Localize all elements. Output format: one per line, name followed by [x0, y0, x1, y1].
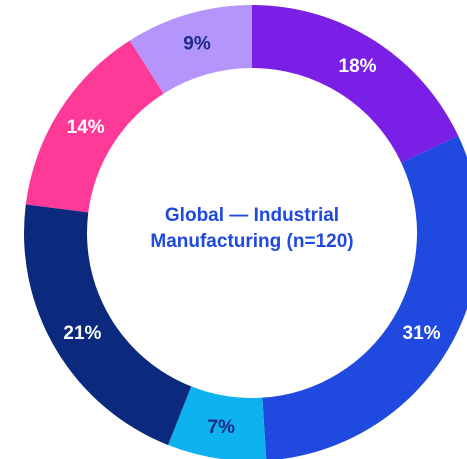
chart-title-line-2: Manufacturing (n=120) [150, 231, 353, 252]
donut-slice-2 [168, 386, 267, 459]
slice-label-1: 31% [403, 323, 441, 344]
slice-label-4: 14% [67, 117, 105, 138]
donut-slices [24, 5, 467, 459]
donut-slice-1 [262, 135, 467, 459]
donut-slice-0 [252, 5, 459, 163]
donut-slice-5 [129, 5, 252, 94]
slice-label-2: 7% [207, 417, 235, 438]
donut-slice-3 [24, 204, 192, 445]
slice-label-0: 18% [339, 56, 377, 77]
slice-label-5: 9% [183, 33, 211, 54]
slice-labels: 18% 31% 7% 21% 14% 9% [63, 33, 440, 438]
donut-slice-4 [25, 40, 164, 213]
chart-title-line-1: Global — Industrial [165, 205, 339, 226]
slice-label-3: 21% [63, 323, 101, 344]
